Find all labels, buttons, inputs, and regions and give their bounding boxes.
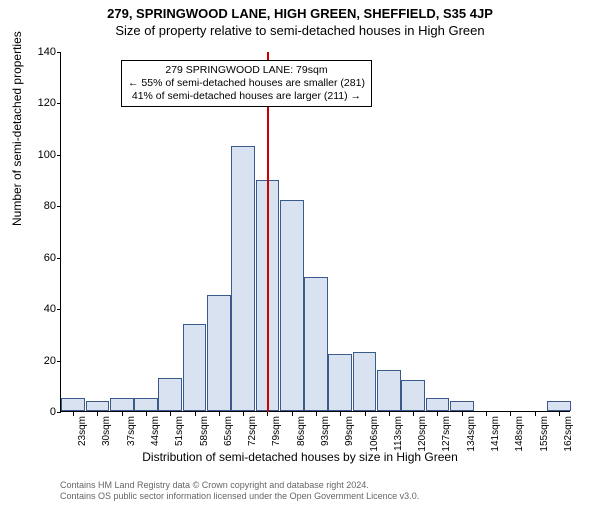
histogram-bar (547, 401, 571, 411)
y-tick-mark (57, 206, 61, 207)
x-tick-mark (510, 412, 511, 416)
histogram-bar (207, 295, 231, 411)
x-tick-mark (316, 412, 317, 416)
y-tick-mark (57, 361, 61, 362)
histogram-bar (328, 354, 352, 411)
x-tick-mark (535, 412, 536, 416)
y-tick-label: 100 (26, 149, 56, 161)
x-tick-mark (146, 412, 147, 416)
y-tick-mark (57, 52, 61, 53)
x-tick-mark (462, 412, 463, 416)
chart-title-sub: Size of property relative to semi-detach… (0, 23, 600, 38)
histogram-bar (280, 200, 304, 411)
x-tick-mark (219, 412, 220, 416)
x-tick-mark (340, 412, 341, 416)
x-tick-mark (559, 412, 560, 416)
chart-title-main: 279, SPRINGWOOD LANE, HIGH GREEN, SHEFFI… (0, 6, 600, 21)
annotation-line2: ← 55% of semi-detached houses are smalle… (128, 77, 365, 90)
histogram-bar (377, 370, 401, 411)
x-tick-mark (170, 412, 171, 416)
histogram-bar (61, 398, 85, 411)
x-tick-mark (97, 412, 98, 416)
y-tick-mark (57, 412, 61, 413)
x-tick-mark (437, 412, 438, 416)
chart-area: 02040608010012014023sqm30sqm37sqm44sqm51… (60, 52, 570, 412)
y-tick-mark (57, 309, 61, 310)
histogram-bar (86, 401, 110, 411)
x-tick-mark (122, 412, 123, 416)
x-tick-mark (292, 412, 293, 416)
y-tick-label: 20 (26, 355, 56, 367)
histogram-bar (353, 352, 377, 411)
y-tick-label: 40 (26, 303, 56, 315)
y-tick-label: 0 (26, 406, 56, 418)
footer-attribution: Contains HM Land Registry data © Crown c… (60, 480, 419, 502)
x-tick-mark (195, 412, 196, 416)
y-tick-mark (57, 258, 61, 259)
y-tick-mark (57, 155, 61, 156)
y-tick-label: 60 (26, 252, 56, 264)
footer-line1: Contains HM Land Registry data © Crown c… (60, 480, 419, 491)
histogram-bar (450, 401, 474, 411)
x-tick-mark (243, 412, 244, 416)
histogram-bar (401, 380, 425, 411)
y-tick-label: 140 (26, 46, 56, 58)
histogram-bar (231, 146, 255, 411)
x-tick-mark (389, 412, 390, 416)
y-tick-mark (57, 103, 61, 104)
y-tick-label: 120 (26, 97, 56, 109)
histogram-bar (110, 398, 134, 411)
x-tick-mark (365, 412, 366, 416)
histogram-bar (426, 398, 450, 411)
annotation-line1: 279 SPRINGWOOD LANE: 79sqm (128, 64, 365, 77)
histogram-bar (158, 378, 182, 411)
annotation-line3: 41% of semi-detached houses are larger (… (128, 90, 365, 103)
histogram-bar (134, 398, 158, 411)
x-tick-mark (73, 412, 74, 416)
x-tick-mark (486, 412, 487, 416)
x-axis-label: Distribution of semi-detached houses by … (0, 450, 600, 464)
histogram-bar (304, 277, 328, 411)
y-tick-label: 80 (26, 200, 56, 212)
y-axis-label: Number of semi-detached properties (10, 31, 24, 226)
histogram-bar (183, 324, 207, 411)
footer-line2: Contains OS public sector information li… (60, 491, 419, 502)
annotation-box: 279 SPRINGWOOD LANE: 79sqm← 55% of semi-… (121, 60, 372, 107)
x-tick-mark (267, 412, 268, 416)
plot-area: 02040608010012014023sqm30sqm37sqm44sqm51… (60, 52, 570, 412)
x-tick-mark (413, 412, 414, 416)
